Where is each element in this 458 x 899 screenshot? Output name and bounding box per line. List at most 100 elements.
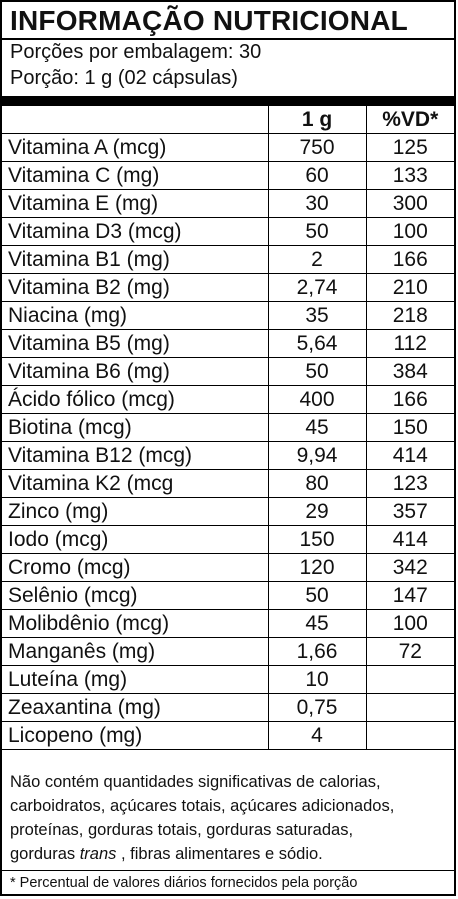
- nutrient-amount: 60: [267, 161, 367, 190]
- nutrient-name: Vitamina E (mg): [2, 189, 269, 218]
- nutrient-amount: 400: [267, 385, 367, 414]
- nutrient-vd: 133: [365, 161, 454, 190]
- nutrient-amount: 4: [267, 721, 367, 750]
- table-row: Vitamina B12 (mcg) 9,94 414: [2, 441, 454, 470]
- nutrient-amount: 0,75: [267, 693, 367, 722]
- nutrient-amount: 30: [267, 189, 367, 218]
- table-row: Vitamina C (mg) 60 133: [2, 161, 454, 190]
- table-row: Vitamina B5 (mg) 5,64 112: [2, 329, 454, 358]
- nutrient-vd: [365, 721, 454, 750]
- header-amount: 1 g: [267, 106, 367, 134]
- nutrient-vd: 210: [365, 273, 454, 302]
- nutrient-vd: 72: [365, 637, 454, 666]
- nutrient-amount: 50: [267, 581, 367, 610]
- nutrient-vd: 218: [365, 301, 454, 330]
- footer-divider: [2, 870, 454, 871]
- nutrient-amount: 35: [267, 301, 367, 330]
- nutrient-vd: 125: [365, 133, 454, 162]
- nutrient-amount: 45: [267, 609, 367, 638]
- table-row: Manganês (mg) 1,66 72: [2, 637, 454, 666]
- nutrient-amount: 50: [267, 357, 367, 386]
- title-divider: [2, 38, 454, 40]
- nutrient-amount: 80: [267, 469, 367, 498]
- nutrient-name: Vitamina B1 (mg): [2, 245, 269, 274]
- nutrient-name: Vitamina D3 (mcg): [2, 217, 269, 246]
- header-vd: %VD*: [365, 106, 454, 134]
- nutrient-name: Selênio (mcg): [2, 581, 269, 610]
- table-row: Vitamina D3 (mcg) 50 100: [2, 217, 454, 246]
- nutrient-vd: 414: [365, 525, 454, 554]
- footnote: * Percentual de valores diários fornecid…: [10, 875, 358, 891]
- nutrient-amount: 2: [267, 245, 367, 274]
- table-row: Vitamina E (mg) 30 300: [2, 189, 454, 218]
- nutrient-name: Manganês (mg): [2, 637, 269, 666]
- nutrient-name: Biotina (mcg): [2, 413, 269, 442]
- nutrient-name: Licopeno (mg): [2, 721, 269, 750]
- nutrient-rows: Vitamina A (mcg) 750 125 Vitamina C (mg) 60 1…: [2, 133, 454, 750]
- footer-disclaimer: Não contém quantidades significativas de…: [10, 770, 450, 866]
- nutrient-amount: 10: [267, 665, 367, 694]
- servings-per-package: Porções por embalagem: 30: [10, 41, 262, 63]
- nutrient-amount: 5,64: [267, 329, 367, 358]
- nutrient-vd: 166: [365, 245, 454, 274]
- nutrient-amount: 150: [267, 525, 367, 554]
- table-row: Vitamina B2 (mg) 2,74 210: [2, 273, 454, 302]
- nutrient-vd: 414: [365, 441, 454, 470]
- nutrient-table: 1 g %VD* Vitamina A (mcg) 750 125 Vitamina …: [2, 106, 454, 750]
- nutrient-amount: 1,66: [267, 637, 367, 666]
- header-nutrient: [2, 106, 269, 134]
- table-row: Luteína (mg) 10: [2, 665, 454, 694]
- nutrient-name: Molibdênio (mcg): [2, 609, 269, 638]
- table-row: Iodo (mcg) 150 414: [2, 525, 454, 554]
- nutrient-amount: 50: [267, 217, 367, 246]
- table-row: Niacina (mg) 35 218: [2, 301, 454, 330]
- footer-line: proteínas, gorduras totais, gorduras sat…: [10, 821, 354, 839]
- nutrient-name: Ácido fólico (mcg): [2, 385, 269, 414]
- footer-text: , fibras alimentares e sódio.: [121, 845, 323, 863]
- nutrient-vd: 166: [365, 385, 454, 414]
- label-title: INFORMAÇÃO NUTRICIONAL: [10, 5, 408, 36]
- table-row: Zinco (mg) 29 357: [2, 497, 454, 526]
- nutrient-vd: 300: [365, 189, 454, 218]
- table-row: Vitamina A (mcg) 750 125: [2, 133, 454, 162]
- nutrient-vd: 100: [365, 609, 454, 638]
- nutrient-amount: 750: [267, 133, 367, 162]
- footer-text: gorduras: [10, 845, 76, 863]
- nutrient-name: Vitamina A (mcg): [2, 133, 269, 162]
- serving-size: Porção: 1 g (02 cápsulas): [10, 67, 238, 89]
- nutrient-name: Zinco (mg): [2, 497, 269, 526]
- nutrient-vd: 342: [365, 553, 454, 582]
- nutrient-name: Vitamina B12 (mcg): [2, 441, 269, 470]
- nutrient-name: Vitamina B2 (mg): [2, 273, 269, 302]
- nutrient-name: Vitamina B5 (mg): [2, 329, 269, 358]
- table-row: Zeaxantina (mg) 0,75: [2, 693, 454, 722]
- table-row: Vitamina B6 (mg) 50 384: [2, 357, 454, 386]
- table-row: Vitamina B1 (mg) 2 166: [2, 245, 454, 274]
- table-row: Cromo (mcg) 120 342: [2, 553, 454, 582]
- table-row: Selênio (mcg) 50 147: [2, 581, 454, 610]
- nutrient-vd: 150: [365, 413, 454, 442]
- footer-line: carboidratos, açúcares totais, açúcares …: [10, 797, 395, 815]
- table-row: Ácido fólico (mcg) 400 166: [2, 385, 454, 414]
- nutrient-vd: [365, 693, 454, 722]
- nutrient-vd: 112: [365, 329, 454, 358]
- nutrient-name: Vitamina K2 (mcg: [2, 469, 269, 498]
- nutrient-vd: 100: [365, 217, 454, 246]
- table-row: Molibdênio (mcg) 45 100: [2, 609, 454, 638]
- nutrient-name: Cromo (mcg): [2, 553, 269, 582]
- nutrient-amount: 45: [267, 413, 367, 442]
- nutrient-name: Zeaxantina (mg): [2, 693, 269, 722]
- footer-italic-text: trans: [79, 845, 117, 863]
- table-header-row: 1 g %VD*: [2, 106, 454, 134]
- nutrient-name: Niacina (mg): [2, 301, 269, 330]
- nutrient-vd: 384: [365, 357, 454, 386]
- nutrient-vd: 123: [365, 469, 454, 498]
- footer-line: gorduras trans , fibras alimentares e só…: [10, 842, 450, 866]
- table-row: Vitamina K2 (mcg 80 123: [2, 469, 454, 498]
- nutrient-amount: 2,74: [267, 273, 367, 302]
- nutrient-amount: 120: [267, 553, 367, 582]
- nutrient-name: Vitamina C (mg): [2, 161, 269, 190]
- nutrient-amount: 29: [267, 497, 367, 526]
- nutrient-vd: 147: [365, 581, 454, 610]
